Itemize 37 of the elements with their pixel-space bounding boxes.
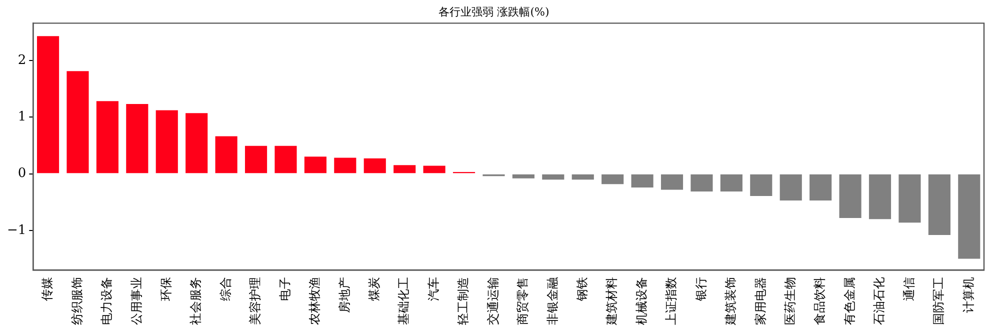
x-tick-label: 建筑材料 xyxy=(604,277,619,326)
y-tick-label: −1 xyxy=(6,222,26,238)
x-tick-label: 纺织服饰 xyxy=(70,277,84,325)
x-tick-label: 社会服务 xyxy=(188,277,203,325)
x-tick-label: 非银金融 xyxy=(545,277,560,325)
x-tick-label: 电力设备 xyxy=(100,277,114,325)
x-tick-label: 建筑装饰 xyxy=(724,277,738,326)
x-tick-label: 有色金属 xyxy=(842,277,856,325)
x-tick-label: 美容护理 xyxy=(248,277,262,325)
x-tick-label: 石油石化 xyxy=(872,277,886,325)
x-tick-label: 煤炭 xyxy=(366,277,381,301)
x-tick-label: 家用电器 xyxy=(753,277,768,325)
x-tick-label: 房地产 xyxy=(337,277,352,313)
y-tick-label: 2 xyxy=(18,52,26,68)
x-tick-label: 公用事业 xyxy=(129,277,144,325)
x-tick-label: 食品饮料 xyxy=(812,277,827,325)
x-tick-label: 机械设备 xyxy=(634,277,648,325)
x-tick-label: 医药生物 xyxy=(782,277,797,325)
x-tick-label: 综合 xyxy=(218,277,232,301)
x-tick-label: 环保 xyxy=(159,277,173,301)
x-tick-label: 电子 xyxy=(278,277,292,301)
x-tick-label: 钢铁 xyxy=(574,277,589,302)
x-tick-label: 基础化工 xyxy=(396,277,411,325)
x-tick-label: 银行 xyxy=(694,277,708,302)
x-tick-label: 国防军工 xyxy=(932,277,946,325)
x-tick-label: 通信 xyxy=(902,277,916,301)
x-tick-label: 商贸零售 xyxy=(516,277,530,325)
x-tick-label: 农林牧渔 xyxy=(308,277,322,325)
chart-title: 各行业强弱 涨跌幅(%) xyxy=(438,5,550,18)
x-tick-label: 交通运输 xyxy=(486,277,500,325)
x-tick-label: 上证指数 xyxy=(664,277,678,325)
y-tick-label: 1 xyxy=(18,110,26,125)
y-tick-label: 0 xyxy=(18,166,26,182)
x-tick-label: 计算机 xyxy=(961,277,976,313)
x-tick-label: 传媒 xyxy=(40,277,54,301)
x-tick-label: 轻工制造 xyxy=(456,277,470,325)
x-tick-label: 汽车 xyxy=(426,277,440,301)
